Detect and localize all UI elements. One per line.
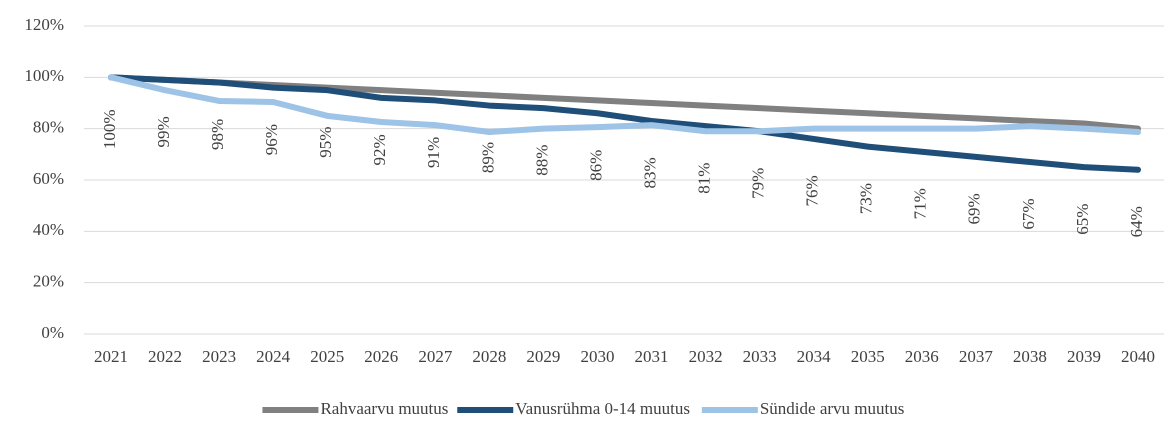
- series-line: [108, 74, 1141, 136]
- y-tick-label: 60%: [33, 169, 64, 188]
- x-tick-label: 2025: [310, 347, 344, 366]
- data-label: 69%: [965, 193, 984, 224]
- y-tick-label: 80%: [33, 118, 64, 137]
- x-tick-label: 2030: [580, 347, 614, 366]
- data-label: 83%: [640, 157, 659, 188]
- data-label: 79%: [749, 168, 768, 199]
- data-label: 65%: [1073, 204, 1092, 235]
- x-tick-label: 2032: [689, 347, 723, 366]
- x-tick-label: 2039: [1067, 347, 1101, 366]
- x-tick-label: 2021: [94, 347, 128, 366]
- data-label: 100%: [100, 109, 119, 149]
- data-label: 88%: [532, 145, 551, 176]
- data-label: 67%: [1019, 198, 1038, 229]
- x-tick-label: 2027: [418, 347, 453, 366]
- x-tick-label: 2028: [472, 347, 506, 366]
- x-tick-label: 2033: [743, 347, 777, 366]
- y-tick-label: 120%: [24, 15, 64, 34]
- y-tick-label: 40%: [33, 220, 64, 239]
- x-tick-label: 2023: [202, 347, 236, 366]
- x-tick-label: 2035: [851, 347, 885, 366]
- data-label: 98%: [208, 119, 227, 150]
- x-tick-label: 2022: [148, 347, 182, 366]
- data-label: 91%: [424, 137, 443, 168]
- data-label: 73%: [857, 183, 876, 214]
- x-tick-label: 2036: [905, 347, 939, 366]
- data-label: 86%: [586, 150, 605, 181]
- legend-label: Sündide arvu muutus: [760, 399, 905, 418]
- data-label: 81%: [694, 163, 713, 194]
- x-tick-label: 2031: [635, 347, 669, 366]
- x-tick-label: 2037: [959, 347, 994, 366]
- y-tick-label: 100%: [24, 66, 64, 85]
- y-tick-label: 20%: [33, 272, 64, 291]
- legend: Rahvaarvu muutus Vanusrühma 0-14 muutus Sü…: [262, 399, 904, 418]
- x-tick-label: 2029: [526, 347, 560, 366]
- x-tick-label: 2040: [1121, 347, 1155, 366]
- x-tick-label: 2034: [797, 347, 832, 366]
- data-label: 95%: [316, 127, 335, 158]
- data-label: 99%: [154, 116, 173, 147]
- data-label: 96%: [262, 124, 281, 155]
- legend-label: Vanusrühma 0-14 muutus: [515, 399, 690, 418]
- x-tick-label: 2026: [364, 347, 398, 366]
- x-tick-label: 2024: [256, 347, 291, 366]
- x-tick-label: 2038: [1013, 347, 1047, 366]
- data-label: 89%: [478, 142, 497, 173]
- data-label: 64%: [1127, 206, 1146, 237]
- legend-label: Rahvaarvu muutus: [320, 399, 448, 418]
- data-label: 71%: [911, 188, 930, 219]
- data-label: 92%: [370, 134, 389, 165]
- data-label: 76%: [803, 175, 822, 206]
- y-tick-label: 0%: [41, 323, 64, 342]
- series-line: [108, 74, 1141, 173]
